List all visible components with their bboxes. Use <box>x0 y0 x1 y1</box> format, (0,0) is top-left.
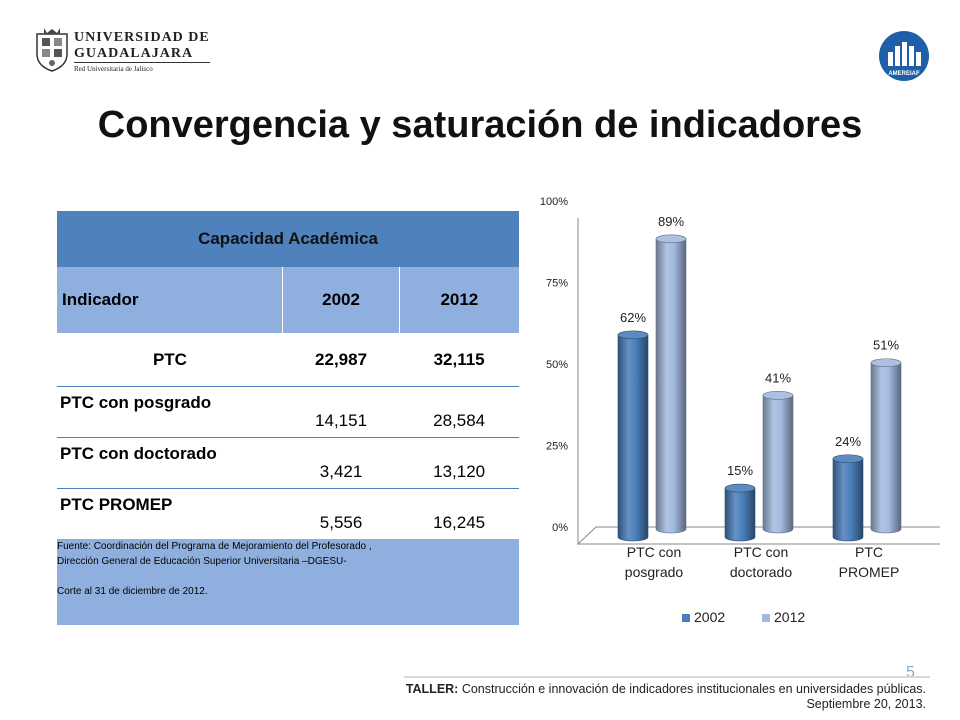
table-row: PTC PROMEP 5,556 16,245 <box>57 488 519 539</box>
row-label: PTC <box>57 333 283 387</box>
table-title: Capacidad Académica <box>57 211 519 267</box>
y-tick-label: 100% <box>540 196 568 208</box>
bar-top-2012 <box>870 358 902 368</box>
bar-2002 <box>832 458 864 542</box>
data-label: 15% <box>727 463 753 478</box>
data-label: 51% <box>873 338 899 353</box>
column-header-2002: 2002 <box>282 267 400 333</box>
page-title: Convergencia y saturación de indicadores <box>97 104 863 146</box>
university-logo: UNIVERSIDAD DE GUADALAJARA Red Universit… <box>34 28 210 74</box>
university-shield-icon <box>36 28 68 72</box>
logo-line-2: GUADALAJARA <box>74 46 194 61</box>
row-label: PTC con doctorado <box>57 437 283 489</box>
footer-text: TALLER: Construcción e innovación de ind… <box>406 682 926 712</box>
source-line-2: Dirección General de Educación Superior … <box>57 556 347 567</box>
bar-top-2012 <box>762 391 794 400</box>
row-value-2012: 28,584 <box>399 386 519 438</box>
footer-date: Septiembre 20, 2013. <box>806 697 926 711</box>
legend-swatch-2012 <box>762 614 770 622</box>
row-value-2002: 22,987 <box>282 333 400 387</box>
source-line-1: Fuente: Coordinación del Programa de Mej… <box>57 541 372 552</box>
page-number: 5 <box>906 664 915 681</box>
table-row: PTC con doctorado 3,421 13,120 <box>57 437 519 489</box>
bar-2002 <box>724 487 756 542</box>
x-tick-label: PTC PROMEP <box>839 544 900 580</box>
y-tick-label: 25% <box>546 441 568 453</box>
row-value-2002: 5,556 <box>282 488 400 539</box>
legend-swatch-2002 <box>682 614 690 622</box>
table-row: PTC 22,987 32,115 <box>57 333 519 387</box>
amereiaf-logo: AMEREIAF <box>879 31 929 81</box>
legend-label: 2012 <box>774 609 805 625</box>
row-label: PTC PROMEP <box>57 488 283 539</box>
row-value-2012: 13,120 <box>399 437 519 489</box>
y-tick-label: 75% <box>546 278 568 290</box>
footer-label: TALLER: <box>405 682 459 696</box>
capacidad-table: Capacidad Académica Indicador 2002 2012 … <box>57 211 519 625</box>
x-tick-label: PTC con posgrado <box>625 544 684 580</box>
y-tick-label: 50% <box>546 359 568 371</box>
row-value-2012: 32,115 <box>399 333 519 387</box>
table-row: PTC con posgrado 14,151 28,584 <box>57 386 519 438</box>
x-tick-label: PTC con doctorado <box>730 544 792 580</box>
bar-top-2002 <box>724 483 756 493</box>
footer-description: Construcción e innovación de indicadores… <box>458 682 926 696</box>
footer-divider <box>404 676 930 678</box>
bar-chart: 0% 25% 50% 75% 100% 62% 89% PTC con posgrado 15% 4… <box>540 196 940 625</box>
row-value-2002: 14,151 <box>282 386 400 438</box>
source-line-3: Corte al 31 de diciembre de 2012. <box>57 586 208 597</box>
bar-2012 <box>870 362 902 534</box>
row-value-2012: 16,245 <box>399 488 519 539</box>
amereiaf-logo-text: AMEREIAF <box>888 71 920 77</box>
bar-2012 <box>762 395 794 534</box>
bar-top-2002 <box>832 454 864 464</box>
table-source-note: Fuente: Coordinación del Programa de Mej… <box>57 539 519 625</box>
bar-2012 <box>655 238 687 534</box>
logo-line-3: Red Universitaria de Jalisco <box>74 62 210 74</box>
column-header-indicador: Indicador <box>57 267 284 333</box>
data-label: 24% <box>835 434 861 449</box>
column-header-2012: 2012 <box>399 267 519 333</box>
row-label: PTC con posgrado <box>57 386 283 438</box>
chart-floor <box>576 526 940 545</box>
bar-2002 <box>617 334 649 542</box>
data-label: 89% <box>658 214 684 229</box>
data-label: 62% <box>620 310 646 325</box>
y-tick-label: 0% <box>552 522 568 534</box>
data-label: 41% <box>765 370 791 385</box>
bar-top-2002 <box>617 330 649 340</box>
bar-top-2012 <box>655 234 687 244</box>
row-value-2002: 3,421 <box>282 437 400 489</box>
logo-line-1: UNIVERSIDAD DE <box>74 30 210 45</box>
legend-label: 2002 <box>694 609 725 625</box>
